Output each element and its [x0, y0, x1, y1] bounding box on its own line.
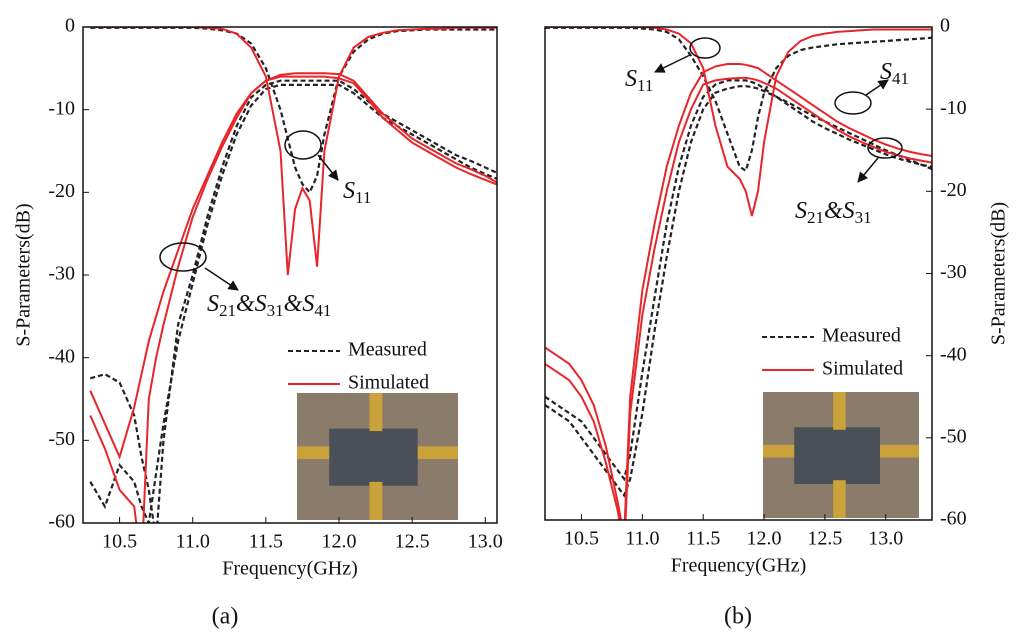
y-tick-label: -50	[940, 425, 967, 447]
annotation-text: S	[343, 178, 355, 204]
y-tick-label: -10	[940, 97, 967, 119]
y-tick-label: -40	[940, 343, 967, 365]
x-tick-label: 12.5	[395, 531, 430, 553]
panel: 0 -10 -20 -30 -40 -50 -60 10.5 11.0 11.5 12.0 12.5 1…	[544, 15, 1010, 630]
legend-label: Measured	[822, 325, 901, 347]
photo-connector	[369, 393, 383, 432]
x-tick-label: 10.5	[102, 531, 137, 553]
annotation-ellipse	[159, 242, 207, 272]
y-tick-label: -20	[940, 179, 967, 201]
annotation-subscript: 21	[807, 208, 824, 227]
x-tick-label: 11.0	[176, 531, 210, 553]
plot-lines	[545, 27, 932, 520]
annotation-subscript: 41	[892, 69, 909, 88]
x-tick-label: 11.5	[686, 528, 720, 550]
x-axis-label: Frequency(GHz)	[222, 558, 358, 580]
y-tick-label: -10	[48, 97, 75, 119]
y-tick-label: -60	[48, 511, 75, 533]
photo-board	[329, 428, 418, 486]
curve	[90, 79, 497, 523]
curve	[545, 63, 932, 520]
photo-connector	[833, 392, 846, 430]
annotation-subscript: 21	[219, 301, 236, 320]
annotation-arrow	[317, 154, 339, 181]
x-tick-label: 12.0	[747, 528, 782, 550]
annotation-text: &S	[284, 291, 315, 317]
curve	[545, 79, 932, 482]
curve	[545, 27, 932, 173]
caption: (a)	[212, 604, 239, 630]
annotation-arrow	[865, 79, 889, 96]
annotation: S11	[343, 178, 371, 207]
annotation: S21&S31&S41	[207, 291, 331, 320]
annotation-text: S	[880, 59, 892, 85]
legend-label: Simulated	[348, 372, 429, 394]
annotation-text: &S	[824, 198, 855, 224]
caption: (b)	[724, 604, 752, 630]
y-tick-label: -60	[940, 508, 967, 530]
curve	[89, 83, 497, 523]
annotation-text: S	[795, 198, 807, 224]
x-tick-label: 12.5	[807, 528, 842, 550]
y-tick-label: -20	[48, 180, 75, 202]
y-tick-label: 0	[940, 15, 950, 37]
curve	[545, 85, 932, 498]
panel: 0 -10 -20 -30 -40 -50 -60 10.5 11.0 11.5 12.0 12.5 1…	[13, 15, 503, 630]
curve	[89, 72, 497, 460]
annotation-ellipse	[689, 37, 721, 59]
y-tick-label: -40	[48, 345, 75, 367]
annotation-subscript: 31	[267, 301, 284, 320]
annotation: S21&S31	[795, 198, 872, 227]
curve	[90, 27, 497, 276]
annotation: S41	[880, 59, 909, 88]
curve	[545, 76, 932, 520]
annotation: S11	[625, 66, 653, 95]
curve	[89, 75, 497, 523]
annotation-arrow	[204, 267, 239, 291]
annotation-ellipse	[284, 130, 322, 160]
legend-label: Simulated	[822, 358, 903, 380]
curve	[545, 27, 932, 217]
photo-connector	[417, 446, 458, 460]
annotation-ellipse	[834, 91, 872, 115]
plot-lines	[89, 27, 497, 523]
x-tick-label: 12.0	[322, 531, 357, 553]
annotation-subscript: 31	[855, 208, 872, 227]
photo-connector	[297, 446, 330, 460]
annotation-ellipse	[867, 137, 903, 159]
annotation-arrow	[654, 54, 691, 73]
photo-connector	[880, 444, 919, 458]
photo-connector	[369, 481, 383, 520]
legend-label: Measured	[348, 339, 427, 361]
y-tick-label: -50	[48, 428, 75, 450]
photo-connector	[833, 480, 846, 518]
curve	[90, 27, 497, 195]
x-tick-label: 11.0	[625, 528, 659, 550]
y-axis-label: S-Parameters(dB)	[13, 203, 35, 346]
x-tick-label: 13.0	[868, 528, 903, 550]
x-axis-label: Frequency(GHz)	[671, 555, 807, 577]
annotation-text: S	[207, 291, 219, 317]
y-axis-label: S-Parameters(dB)	[988, 202, 1010, 345]
photo-board	[794, 427, 880, 484]
x-tick-label: 11.5	[249, 531, 283, 553]
annotation-subscript: 41	[314, 301, 331, 320]
annotation-subscript: 11	[637, 76, 653, 95]
annotation-text: &S	[236, 291, 267, 317]
annotation-text: S	[625, 66, 637, 92]
x-tick-label: 13.0	[468, 531, 503, 553]
y-tick-label: 0	[65, 15, 75, 37]
x-tick-label: 10.5	[564, 528, 599, 550]
photo-connector	[763, 444, 795, 458]
annotation-subscript: 11	[355, 188, 371, 207]
y-tick-label: -30	[940, 261, 967, 283]
y-tick-label: -30	[48, 263, 75, 285]
annotation-arrow	[857, 157, 879, 183]
